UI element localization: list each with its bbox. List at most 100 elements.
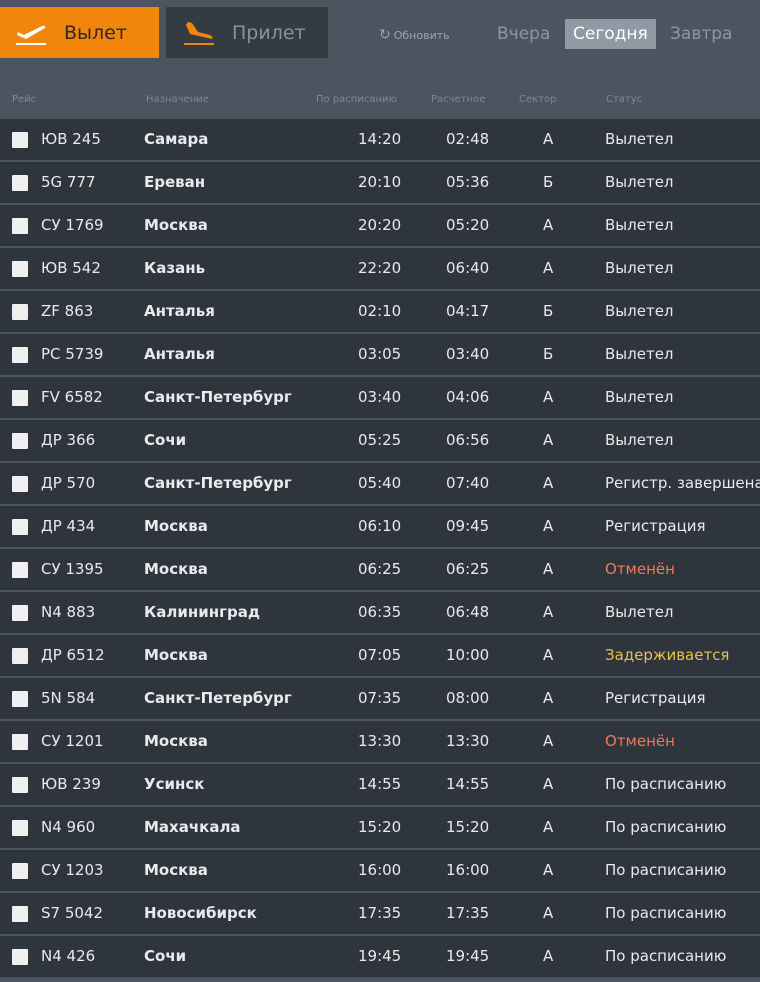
- estimated-time: 06:48: [446, 603, 490, 621]
- status-text: Отменён: [605, 732, 675, 750]
- sector: А: [543, 259, 554, 277]
- destination: Москва: [144, 861, 208, 879]
- table-row[interactable]: СУ 1769 Москва 20:20 05:20 А Вылетел: [0, 205, 760, 246]
- flight-number: ДР 570: [41, 474, 96, 492]
- table-row[interactable]: ЮВ 245 Самара 14:20 02:48 А Вылетел: [0, 119, 760, 160]
- destination: Ереван: [144, 173, 206, 191]
- table-row[interactable]: FV 6582 Санкт-Петербург 03:40 04:06 А Вылетел: [0, 377, 760, 418]
- scheduled-time: 20:10: [358, 173, 402, 191]
- tab-departure[interactable]: Вылет: [0, 7, 159, 58]
- sector: А: [543, 517, 554, 535]
- sector: А: [543, 775, 554, 793]
- estimated-time: 02:48: [446, 130, 490, 148]
- table-row[interactable]: ДР 434 Москва 06:10 09:45 А Регистрация: [0, 506, 760, 547]
- table-row[interactable]: S7 5042 Новосибирск 17:35 17:35 А По расписан…: [0, 893, 760, 934]
- flight-number: ДР 366: [41, 431, 96, 449]
- estimated-time: 06:40: [446, 259, 490, 277]
- table-row[interactable]: ДР 366 Сочи 05:25 06:56 А Вылетел: [0, 420, 760, 461]
- estimated-time: 04:17: [446, 302, 490, 320]
- flight-number: ДР 434: [41, 517, 96, 535]
- status-text: Вылетел: [605, 345, 674, 363]
- estimated-time: 03:40: [446, 345, 490, 363]
- airline-logo-icon: [12, 949, 28, 965]
- scheduled-time: 03:05: [358, 345, 402, 363]
- airline-logo-icon: [12, 261, 28, 277]
- status-text: Вылетел: [605, 130, 674, 148]
- sector: Б: [543, 345, 554, 363]
- flight-number: 5G 777: [41, 173, 96, 191]
- column-header-estimated: Расчетное: [431, 94, 486, 105]
- sector: А: [543, 904, 554, 922]
- day-today[interactable]: Сегодня: [565, 19, 656, 49]
- airline-logo-icon: [12, 519, 28, 535]
- column-header-status: Статус: [606, 94, 643, 105]
- airline-logo-icon: [12, 175, 28, 191]
- destination: Казань: [144, 259, 206, 277]
- airline-logo-icon: [12, 777, 28, 793]
- airline-logo-icon: [12, 648, 28, 664]
- flight-number: 5N 584: [41, 689, 96, 707]
- estimated-time: 14:55: [446, 775, 490, 793]
- status-text: Задерживается: [605, 646, 730, 664]
- sector: Б: [543, 173, 554, 191]
- tab-arrival[interactable]: Прилет: [166, 7, 328, 58]
- table-row[interactable]: 5N 584 Санкт-Петербург 07:35 08:00 А Регистра…: [0, 678, 760, 719]
- destination: Махачкала: [144, 818, 241, 836]
- table-row[interactable]: ZF 863 Анталья 02:10 04:17 Б Вылетел: [0, 291, 760, 332]
- table-row[interactable]: N4 960 Махачкала 15:20 15:20 А По расписанию: [0, 807, 760, 848]
- estimated-time: 06:56: [446, 431, 490, 449]
- table-row[interactable]: СУ 1395 Москва 06:25 06:25 А Отменён: [0, 549, 760, 590]
- status-text: По расписанию: [605, 904, 727, 922]
- scheduled-time: 15:20: [358, 818, 402, 836]
- sector: Б: [543, 302, 554, 320]
- scheduled-time: 02:10: [358, 302, 402, 320]
- sector: А: [543, 947, 554, 965]
- table-row[interactable]: ЮВ 542 Казань 22:20 06:40 А Вылетел: [0, 248, 760, 289]
- estimated-time: 06:25: [446, 560, 490, 578]
- table-row[interactable]: PC 5739 Анталья 03:05 03:40 Б Вылетел: [0, 334, 760, 375]
- scheduled-time: 03:40: [358, 388, 402, 406]
- destination: Анталья: [144, 302, 215, 320]
- status-text: Вылетел: [605, 259, 674, 277]
- scheduled-time: 14:20: [358, 130, 402, 148]
- table-row[interactable]: ДР 570 Санкт-Петербург 05:40 07:40 А Регистр.…: [0, 463, 760, 504]
- refresh-icon: ↻: [379, 27, 391, 43]
- table-row[interactable]: ЮВ 239 Усинск 14:55 14:55 А По расписанию: [0, 764, 760, 805]
- table-row[interactable]: 5G 777 Ереван 20:10 05:36 Б Вылетел: [0, 162, 760, 203]
- scheduled-time: 17:35: [358, 904, 402, 922]
- estimated-time: 05:20: [446, 216, 490, 234]
- table-row[interactable]: N4 426 Сочи 19:45 19:45 А По расписанию: [0, 936, 760, 977]
- scheduled-time: 06:10: [358, 517, 402, 535]
- column-header-destination: Назначение: [146, 94, 209, 105]
- table-row[interactable]: N4 883 Калининград 06:35 06:48 А Вылетел: [0, 592, 760, 633]
- status-text: Вылетел: [605, 173, 674, 191]
- flight-number: СУ 1203: [41, 861, 104, 879]
- refresh-label: Обновить: [393, 28, 450, 42]
- destination: Анталья: [144, 345, 215, 363]
- destination: Москва: [144, 646, 208, 664]
- status-text: Вылетел: [605, 216, 674, 234]
- day-tomorrow[interactable]: Завтра: [670, 24, 733, 44]
- table-row[interactable]: ДР 6512 Москва 07:05 10:00 А Задерживается: [0, 635, 760, 676]
- table-row[interactable]: СУ 1203 Москва 16:00 16:00 А По расписанию: [0, 850, 760, 891]
- destination: Москва: [144, 517, 208, 535]
- estimated-time: 05:36: [446, 173, 490, 191]
- airline-logo-icon: [12, 863, 28, 879]
- estimated-time: 04:06: [446, 388, 490, 406]
- airline-logo-icon: [12, 691, 28, 707]
- table-row[interactable]: СУ 1201 Москва 13:30 13:30 А Отменён: [0, 721, 760, 762]
- status-text: По расписанию: [605, 861, 727, 879]
- destination: Санкт-Петербург: [144, 474, 292, 492]
- scheduled-time: 07:35: [358, 689, 402, 707]
- flight-number: СУ 1769: [41, 216, 104, 234]
- refresh-button[interactable]: ↻ Обновить: [379, 27, 450, 43]
- flight-number: ЮВ 239: [41, 775, 101, 793]
- destination: Сочи: [144, 431, 187, 449]
- sector: А: [543, 431, 554, 449]
- day-yesterday[interactable]: Вчера: [497, 24, 551, 44]
- flight-number: СУ 1201: [41, 732, 104, 750]
- column-header-scheduled: По расписанию: [316, 94, 397, 105]
- status-text: Вылетел: [605, 603, 674, 621]
- sector: А: [543, 818, 554, 836]
- scheduled-time: 07:05: [358, 646, 402, 664]
